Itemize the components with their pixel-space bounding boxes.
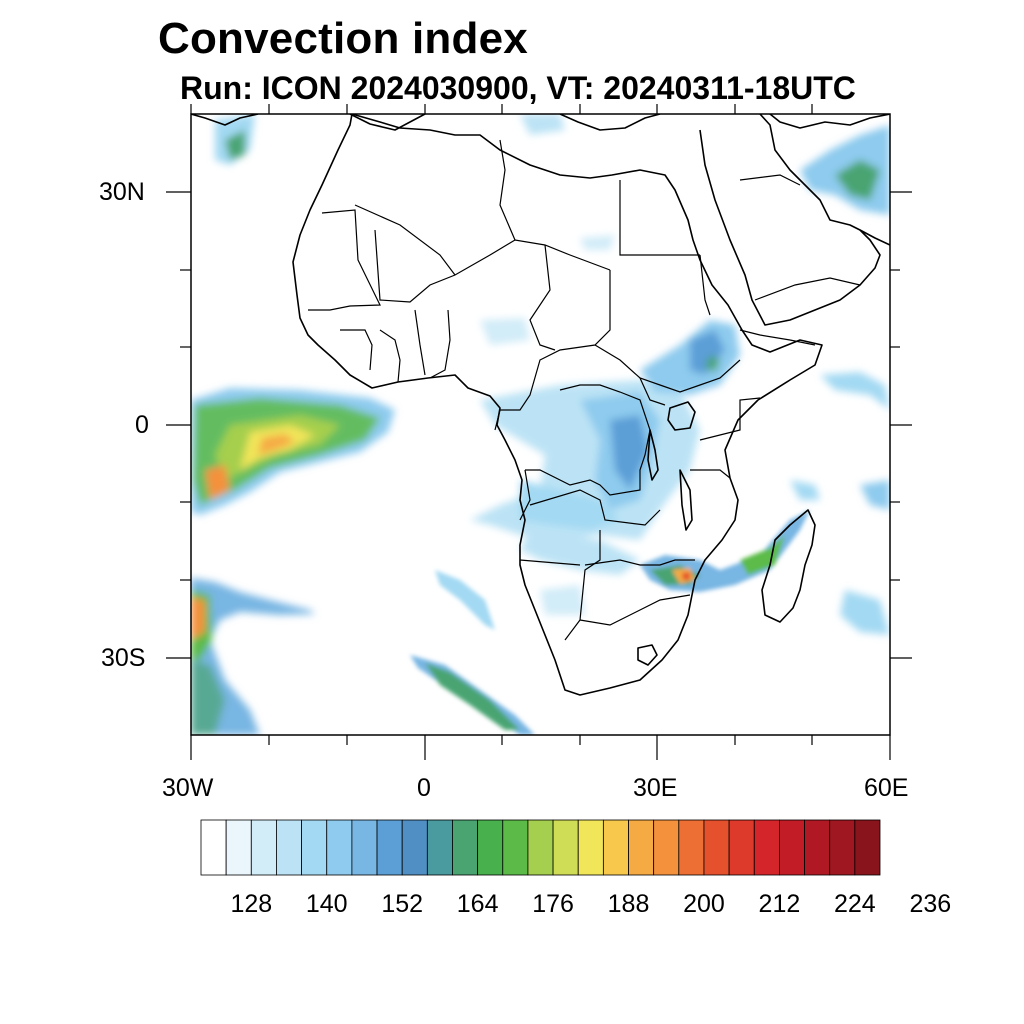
colorbar-label: 188: [608, 890, 650, 918]
madagascar-coastline: [761, 509, 816, 623]
lat-tick-30s: 30S: [101, 644, 146, 672]
colorbar-swatch: [326, 819, 353, 876]
colorbar-swatch: [376, 819, 403, 876]
colorbar-swatch: [250, 819, 277, 876]
country-borders: [308, 139, 861, 641]
colorbar-swatch: [753, 819, 780, 876]
colorbar-swatch: [602, 819, 629, 876]
colorbar-swatch: [401, 819, 428, 876]
chart-subtitle: Run: ICON 2024030900, VT: 20240311-18UTC: [180, 70, 856, 106]
colorbar-swatch: [200, 819, 227, 876]
coastlines: [191, 114, 890, 696]
colorbar-swatch: [225, 819, 252, 876]
colorbar-swatch: [452, 819, 479, 876]
lon-tick-60e: 60E: [864, 774, 909, 802]
colorbar-swatch: [477, 819, 504, 876]
colorbar-swatch: [779, 819, 805, 876]
colorbar-label: 236: [909, 890, 951, 918]
colorbar-swatch: [678, 819, 705, 876]
colorbar-label: 176: [532, 890, 574, 918]
lake-victoria: [667, 401, 696, 431]
colorbar-swatch: [351, 819, 378, 876]
colorbar-label: 128: [230, 890, 272, 918]
colorbar-label: 164: [457, 890, 499, 918]
lon-tick-30w: 30W: [162, 774, 214, 802]
lat-tick-30n: 30N: [99, 178, 145, 206]
colorbar-swatch: [829, 819, 856, 876]
axis-ticks: [166, 104, 912, 760]
colorbar-label: 200: [683, 890, 725, 918]
colorbar-label: 140: [306, 890, 348, 918]
africa-coastline: [292, 114, 823, 696]
colorbar-swatch: [628, 819, 655, 876]
lat-tick-0: 0: [135, 411, 149, 439]
colorbar-swatch: [804, 819, 831, 876]
colorbar-swatch: [527, 819, 554, 876]
colorbar-swatch: [426, 819, 453, 876]
lon-tick-30e: 30E: [633, 774, 678, 802]
convection-field: [191, 114, 890, 735]
chart-title: Convection index: [158, 14, 528, 63]
colorbar-swatch: [301, 819, 328, 876]
colorbar-swatch: [276, 819, 302, 876]
colorbar-swatch: [653, 819, 680, 876]
colorbar-swatch: [552, 819, 579, 876]
colorbar-swatch: [703, 819, 730, 876]
colorbar-label: 152: [381, 890, 423, 918]
colorbar-swatch: [502, 819, 529, 876]
lon-tick-0: 0: [417, 774, 431, 802]
colorbar-swatch: [577, 819, 604, 876]
colorbar-swatch: [728, 819, 755, 876]
arabia-coastline: [699, 114, 881, 326]
colorbar-label: 224: [834, 890, 876, 918]
colorbar-label: 212: [759, 890, 801, 918]
colorbar-swatch: [854, 819, 881, 876]
